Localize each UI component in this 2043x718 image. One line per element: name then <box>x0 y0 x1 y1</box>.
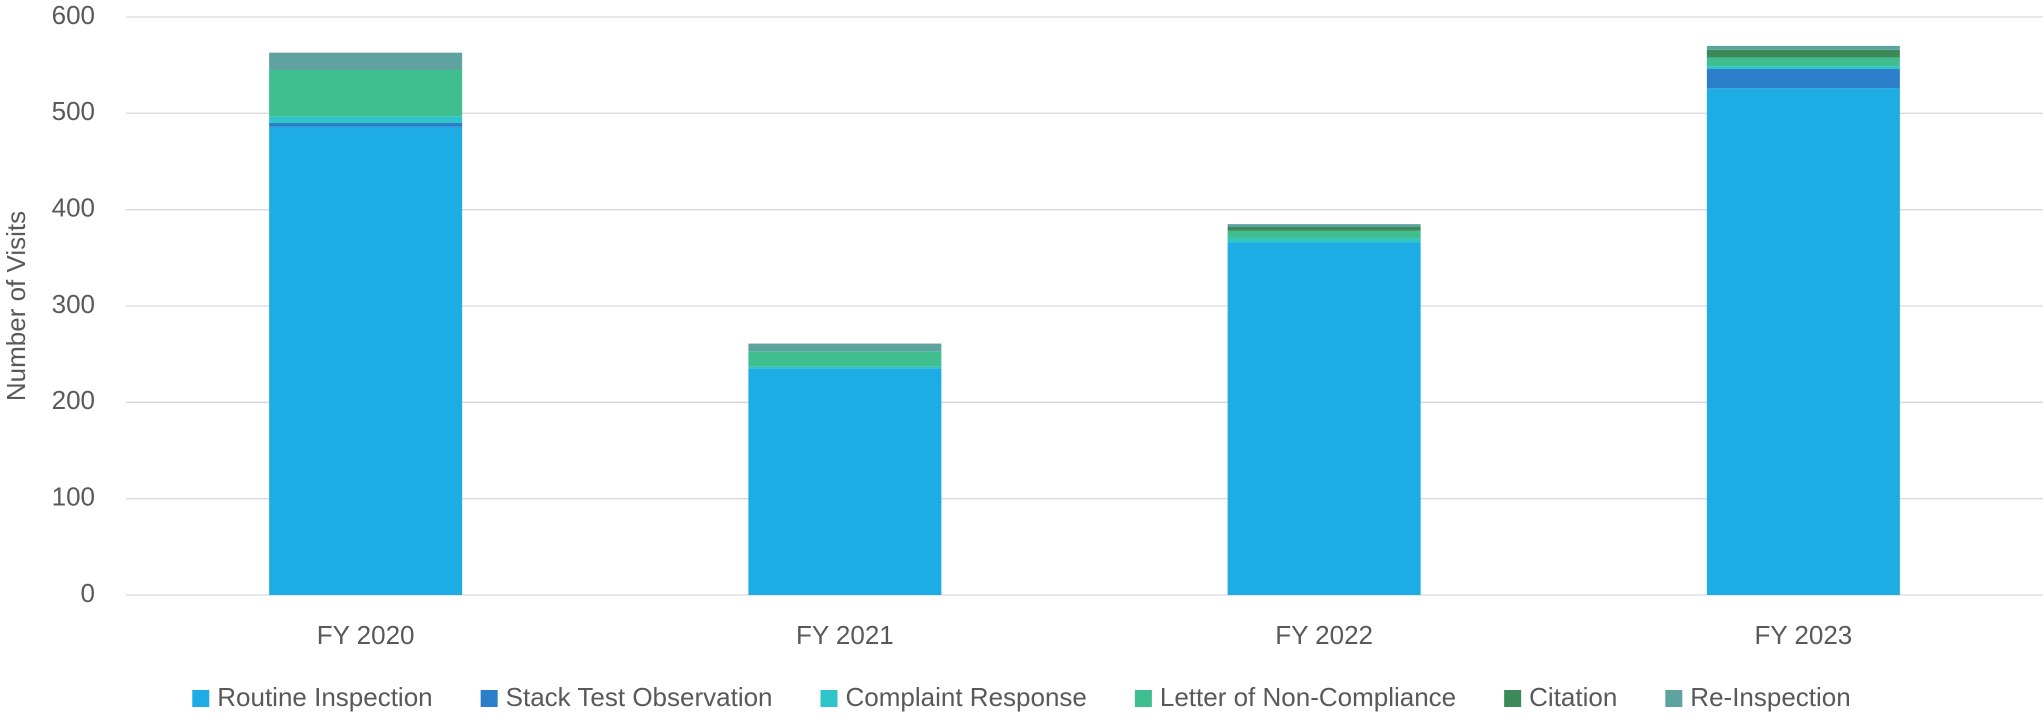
bar-segment <box>1227 224 1421 228</box>
bar-segment <box>748 366 942 369</box>
legend-swatch <box>1504 690 1522 707</box>
bar-segment <box>269 116 463 123</box>
bar-segment <box>748 351 942 367</box>
legend-swatch <box>480 690 498 707</box>
legend-label: Letter of Non-Compliance <box>1160 682 1456 712</box>
bar-segment <box>1227 227 1421 231</box>
legend-label: Complaint Response <box>846 682 1087 712</box>
legend-label: Stack Test Observation <box>506 682 773 712</box>
y-axis-title: Number of Visits <box>1 211 31 401</box>
bar-segment <box>1227 230 1421 239</box>
x-tick-label: FY 2020 <box>317 620 415 650</box>
bar-segment <box>1706 57 1900 67</box>
x-tick-label: FY 2023 <box>1754 620 1852 650</box>
y-tick-label: 100 <box>52 482 95 512</box>
y-tick-label: 300 <box>52 289 95 319</box>
bar-segment <box>269 126 463 595</box>
x-tick-label: FY 2022 <box>1275 620 1373 650</box>
x-tick-label: FY 2021 <box>796 620 894 650</box>
bar-segment <box>269 122 463 127</box>
y-tick-label: 500 <box>52 96 95 126</box>
legend-label: Citation <box>1529 682 1617 712</box>
legend-label: Routine Inspection <box>217 682 432 712</box>
bar-segment <box>269 69 463 117</box>
bar-segment <box>1706 66 1900 70</box>
bar-segment <box>748 368 942 595</box>
bar-segment <box>1706 69 1900 89</box>
legend-swatch <box>1665 690 1683 707</box>
y-tick-label: 600 <box>52 0 95 30</box>
bar-segment <box>748 343 942 352</box>
y-tick-label: 200 <box>52 385 95 415</box>
bar-segment <box>1706 49 1900 58</box>
bar-segment <box>1706 88 1900 595</box>
y-tick-label: 400 <box>52 193 95 223</box>
legend-label: Re-Inspection <box>1690 682 1850 712</box>
bar-segment <box>1706 45 1900 50</box>
y-tick-label: 0 <box>81 578 95 608</box>
bar-segment <box>269 52 463 70</box>
bar-segment <box>1227 242 1421 596</box>
legend-swatch <box>192 690 210 707</box>
legend-swatch <box>820 690 838 707</box>
legend-swatch <box>1134 690 1152 707</box>
bar-segment <box>1227 238 1421 243</box>
